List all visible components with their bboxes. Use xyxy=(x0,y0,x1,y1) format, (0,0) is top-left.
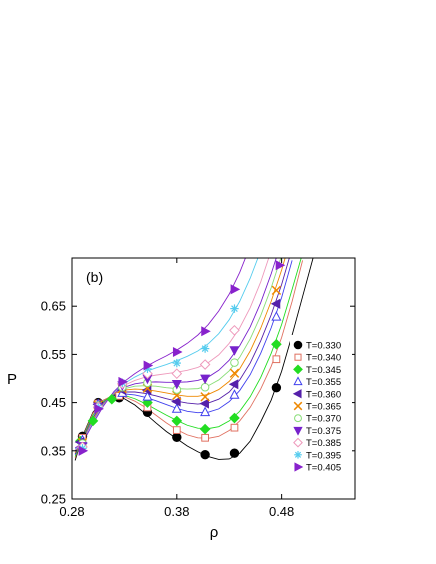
legend-marker xyxy=(294,451,302,459)
legend-label: T=0.395 xyxy=(306,450,341,461)
data-point xyxy=(272,355,281,364)
data-point xyxy=(201,326,211,337)
data-point xyxy=(230,304,239,313)
data-point xyxy=(118,376,129,387)
x-tick-label: 0.38 xyxy=(164,504,189,519)
legend-label: T=0.405 xyxy=(306,463,341,474)
data-point xyxy=(228,379,239,390)
data-point xyxy=(230,423,239,432)
legend-marker xyxy=(294,353,302,361)
legend-label: T=0.330 xyxy=(306,341,341,352)
data-point xyxy=(229,389,240,399)
legend-marker xyxy=(293,437,303,448)
data-point xyxy=(172,426,181,434)
data-point xyxy=(200,374,211,385)
data-point xyxy=(172,432,182,443)
data-point xyxy=(229,368,240,378)
y-tick-label: 0.65 xyxy=(41,299,66,314)
data-point xyxy=(275,260,286,271)
legend-label: T=0.385 xyxy=(306,438,341,449)
data-point xyxy=(142,391,153,401)
y-tick-label: 0.45 xyxy=(41,395,66,410)
plot-frame xyxy=(71,257,356,500)
series-markers xyxy=(74,260,286,460)
data-point xyxy=(94,403,104,414)
data-point xyxy=(271,285,282,296)
legend-label: T=0.345 xyxy=(306,365,341,376)
legend-label: T=0.355 xyxy=(306,377,341,388)
series-line xyxy=(74,258,302,457)
legend-marker xyxy=(292,389,302,399)
legend-label: T=0.365 xyxy=(306,402,341,413)
data-point xyxy=(171,379,182,390)
legend-marker xyxy=(293,426,303,436)
data-point xyxy=(230,284,241,295)
y-tick-label: 0.55 xyxy=(41,347,66,362)
legend-marker xyxy=(294,414,302,423)
data-point xyxy=(171,396,181,407)
data-point xyxy=(200,344,210,353)
data-point xyxy=(270,298,281,309)
data-point xyxy=(229,346,240,356)
data-point xyxy=(143,360,154,371)
data-point xyxy=(200,449,210,460)
data-point xyxy=(271,311,282,321)
data-point xyxy=(200,392,210,402)
panel-label: (b) xyxy=(86,269,103,285)
y-tick-label: 0.35 xyxy=(41,443,66,458)
x-axis-label: ρ xyxy=(210,524,219,541)
data-point xyxy=(171,415,183,427)
data-point xyxy=(230,358,239,367)
legend-label: T=0.370 xyxy=(306,414,341,425)
legend-label: T=0.375 xyxy=(306,426,341,437)
data-point xyxy=(172,358,182,368)
legend-label: T=0.340 xyxy=(306,353,341,364)
data-point xyxy=(229,448,240,458)
y-tick-label: 0.25 xyxy=(41,492,66,507)
data-point xyxy=(271,338,282,350)
x-tick-label: 0.28 xyxy=(59,504,84,519)
legend-marker xyxy=(293,376,303,386)
data-point xyxy=(106,393,118,405)
data-point xyxy=(201,433,209,442)
data-point xyxy=(172,346,183,358)
data-point xyxy=(171,403,182,413)
y-axis-label: P xyxy=(7,371,17,388)
data-point xyxy=(200,406,211,417)
legend-marker xyxy=(294,462,304,472)
legend-marker xyxy=(293,340,303,350)
data-point xyxy=(229,324,240,336)
legend-marker xyxy=(293,401,303,411)
data-point xyxy=(200,382,210,392)
data-point xyxy=(229,412,240,424)
data-point xyxy=(271,382,282,393)
series-line xyxy=(74,258,290,454)
y-axis: 0.25 0.35 0.45 0.55 0.65 xyxy=(41,299,355,507)
data-point xyxy=(171,368,183,380)
data-point xyxy=(199,398,209,409)
data-point xyxy=(199,359,211,370)
legend-marker xyxy=(293,364,303,375)
data-point xyxy=(87,415,99,427)
legend-label: T=0.360 xyxy=(306,389,341,400)
x-axis: 0.28 0.38 0.48 xyxy=(59,258,294,519)
data-point xyxy=(199,423,211,435)
x-tick-label: 0.48 xyxy=(269,504,294,519)
data-point xyxy=(78,445,89,456)
